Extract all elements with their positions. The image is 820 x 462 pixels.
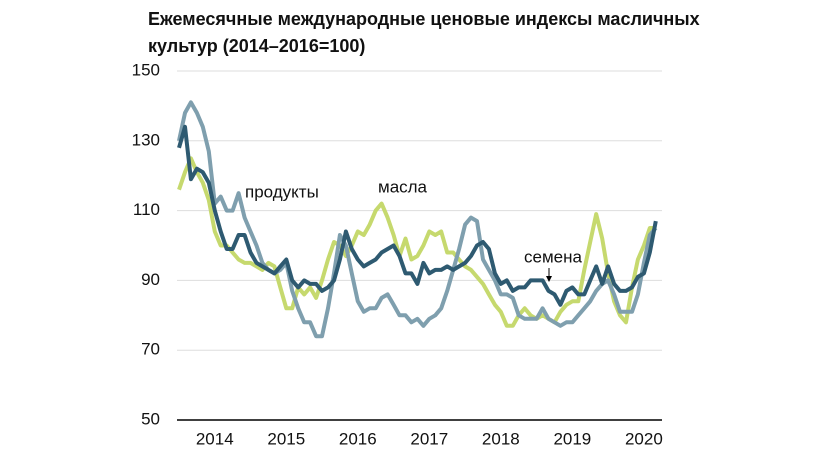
x-tick-label: 2019 bbox=[553, 429, 591, 448]
x-tick-label: 2014 bbox=[196, 429, 234, 448]
x-tick-label: 2018 bbox=[482, 429, 520, 448]
y-tick-label: 50 bbox=[141, 409, 160, 428]
y-tick-label: 110 bbox=[133, 200, 160, 219]
x-tick-label: 2016 bbox=[339, 429, 377, 448]
x-tick-label: 2020 bbox=[625, 429, 663, 448]
y-tick-label: 70 bbox=[141, 340, 160, 359]
y-tick-label: 130 bbox=[132, 130, 160, 149]
x-tick-label: 2017 bbox=[410, 429, 448, 448]
arrow-head bbox=[546, 276, 552, 282]
series-label: масла bbox=[378, 177, 428, 196]
x-tick-label: 2015 bbox=[267, 429, 305, 448]
chart-title: Ежемесячные международные ценовые индекс… bbox=[148, 9, 700, 29]
series-label: продукты bbox=[245, 182, 319, 201]
series-label: семена bbox=[524, 247, 582, 266]
chart-subtitle: культур (2014–2016=100) bbox=[148, 36, 365, 56]
line-series bbox=[177, 156, 656, 328]
line-series bbox=[177, 100, 658, 339]
y-tick-label: 150 bbox=[132, 60, 160, 79]
y-tick-label: 90 bbox=[141, 270, 160, 289]
line-series bbox=[177, 124, 658, 307]
